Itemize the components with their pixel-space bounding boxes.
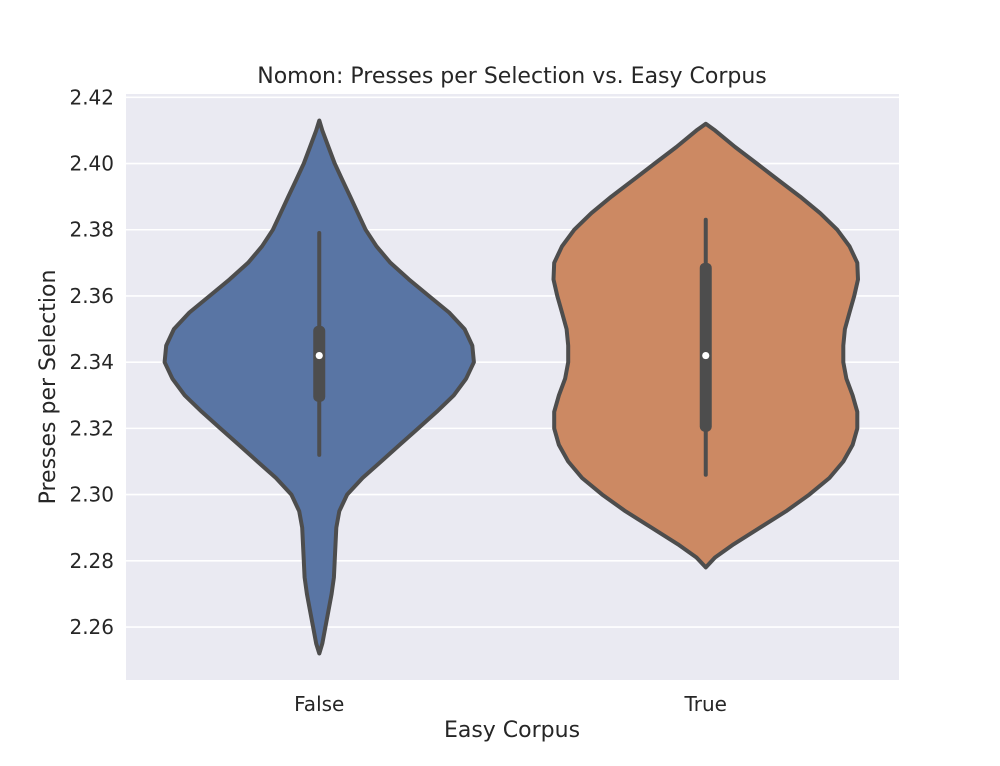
iqr-box	[699, 262, 712, 432]
median-dot	[702, 351, 710, 360]
x-axis-ticks: False True	[294, 692, 727, 716]
median-dot	[315, 351, 323, 360]
x-tick-label: True	[684, 692, 727, 716]
violins	[162, 118, 860, 656]
chart-title: Nomon: Presses per Selection vs. Easy Co…	[257, 64, 767, 89]
y-axis-ticks: 2.26 2.28 2.30 2.32 2.34 2.36 2.38 2.40 2.42	[69, 85, 114, 639]
y-tick-label: 2.36	[69, 284, 114, 308]
y-axis-label: Presses per Selection	[36, 270, 61, 505]
y-tick-label: 2.34	[69, 350, 114, 374]
y-tick-label: 2.40	[69, 152, 114, 176]
iqr-box	[313, 325, 326, 402]
x-tick-label: False	[294, 692, 344, 716]
y-tick-label: 2.28	[69, 549, 114, 573]
x-axis-label: Easy Corpus	[444, 718, 580, 743]
y-tick-label: 2.32	[69, 416, 114, 440]
y-tick-label: 2.38	[69, 218, 114, 242]
y-tick-label: 2.30	[69, 483, 114, 507]
y-tick-label: 2.42	[69, 85, 114, 109]
y-tick-label: 2.26	[69, 615, 114, 639]
